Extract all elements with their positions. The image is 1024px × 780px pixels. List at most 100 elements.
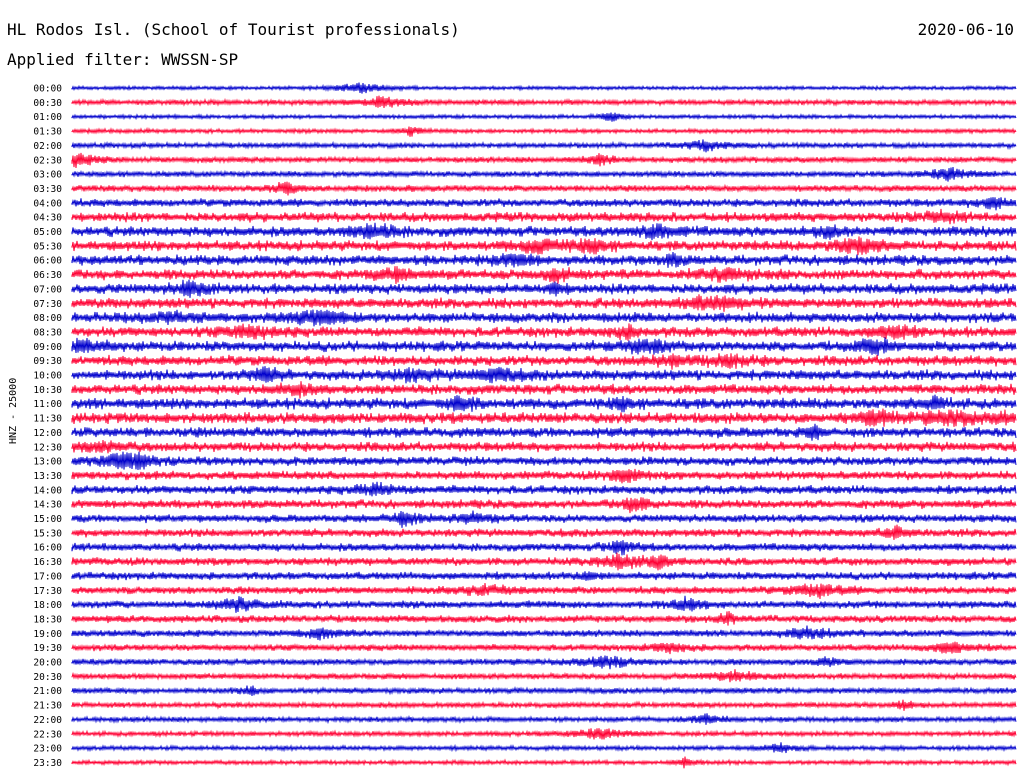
trace-1800 [71,595,1017,613]
row-label-2100: 21:00 [33,686,62,697]
trace-1100 [71,394,1017,413]
row-label-1100: 11:00 [33,399,62,410]
trace-2300 [71,742,1017,754]
station-title: HL Rodos Isl. (School of Tourist profess… [7,20,460,39]
trace-2230 [71,728,1017,740]
row-label-0330: 03:30 [33,184,62,195]
trace-1700 [71,571,1017,581]
trace-0500 [71,222,1017,241]
trace-1900 [71,625,1017,641]
row-label-0800: 08:00 [33,313,62,324]
trace-0200 [71,139,1017,153]
trace-0700 [71,279,1017,298]
row-label-0930: 09:30 [33,356,62,367]
row-label-1530: 15:30 [33,528,62,539]
row-label-0600: 06:00 [33,256,62,267]
row-label-2000: 20:00 [33,658,62,669]
row-label-1330: 13:30 [33,471,62,482]
trace-2000 [71,655,1017,670]
row-label-1000: 10:00 [33,371,62,382]
row-label-0400: 04:00 [33,198,62,209]
trace-0630 [71,266,1017,285]
trace-0900 [71,337,1017,356]
trace-0430 [71,208,1017,225]
row-label-0130: 01:30 [33,127,62,138]
trace-1830 [71,611,1017,626]
row-label-0300: 03:00 [33,170,62,181]
trace-2030 [71,669,1017,683]
row-label-1700: 17:00 [33,571,62,582]
trace-0600 [71,251,1017,268]
row-label-1030: 10:30 [33,385,62,396]
trace-1930 [71,641,1017,655]
trace-1030 [71,381,1017,399]
trace-0830 [71,323,1017,341]
date-label: 2020-06-10 [917,20,1014,39]
trace-1000 [71,366,1017,384]
filter-label: Applied filter: WWSSN-SP [7,50,239,69]
trace-1330 [71,468,1017,484]
row-label-2200: 22:00 [33,715,62,726]
row-label-1800: 18:00 [33,600,62,611]
trace-1430 [71,497,1017,514]
trace-1400 [71,481,1017,497]
row-label-0530: 05:30 [33,241,62,252]
row-label-0830: 08:30 [33,327,62,338]
trace-2130 [71,699,1017,711]
trace-0800 [71,309,1017,327]
trace-0030 [71,95,1017,109]
trace-1630 [71,552,1017,571]
trace-1500 [71,510,1017,528]
row-label-0900: 09:00 [33,342,62,353]
row-label-1730: 17:30 [33,586,62,597]
trace-1130 [71,408,1017,427]
row-label-1630: 16:30 [33,557,62,568]
row-label-0430: 04:30 [33,213,62,224]
trace-1200 [71,423,1017,441]
trace-0300 [71,167,1017,182]
row-label-1900: 19:00 [33,629,62,640]
row-label-1300: 13:00 [33,457,62,468]
trace-2100 [71,685,1017,697]
row-label-0000: 00:00 [33,84,62,95]
row-label-2330: 23:30 [33,758,62,769]
row-label-1930: 19:30 [33,643,62,654]
trace-1730 [71,582,1017,600]
row-label-2130: 21:30 [33,701,62,712]
row-label-0200: 02:00 [33,141,62,152]
trace-2200 [71,713,1017,725]
trace-0400 [71,197,1017,211]
trace-0530 [71,236,1017,256]
row-label-1500: 15:00 [33,514,62,525]
row-label-0230: 02:30 [33,155,62,166]
trace-0000 [71,82,1017,94]
row-label-1430: 14:30 [33,500,62,511]
row-label-2230: 22:30 [33,729,62,740]
trace-0730 [71,294,1017,312]
trace-0230 [71,152,1017,168]
trace-0130 [71,126,1017,137]
trace-1530 [71,524,1017,540]
row-label-1830: 18:30 [33,614,62,625]
row-label-2300: 23:00 [33,744,62,755]
trace-0330 [71,181,1017,196]
trace-1300 [71,451,1017,471]
row-label-1130: 11:30 [33,414,62,425]
row-label-0100: 01:00 [33,112,62,123]
row-label-1230: 12:30 [33,442,62,453]
row-label-1400: 14:00 [33,485,62,496]
row-label-0030: 00:30 [33,98,62,109]
row-label-2030: 20:30 [33,672,62,683]
row-label-1200: 12:00 [33,428,62,439]
row-label-0630: 06:30 [33,270,62,281]
row-label-0730: 07:30 [33,299,62,310]
trace-1230 [71,439,1017,454]
row-label-0700: 07:00 [33,284,62,295]
trace-0930 [71,353,1017,370]
trace-2330 [71,756,1017,769]
row-label-1600: 16:00 [33,543,62,554]
row-label-0500: 05:00 [33,227,62,238]
trace-0100 [71,112,1017,122]
trace-1600 [71,540,1017,556]
